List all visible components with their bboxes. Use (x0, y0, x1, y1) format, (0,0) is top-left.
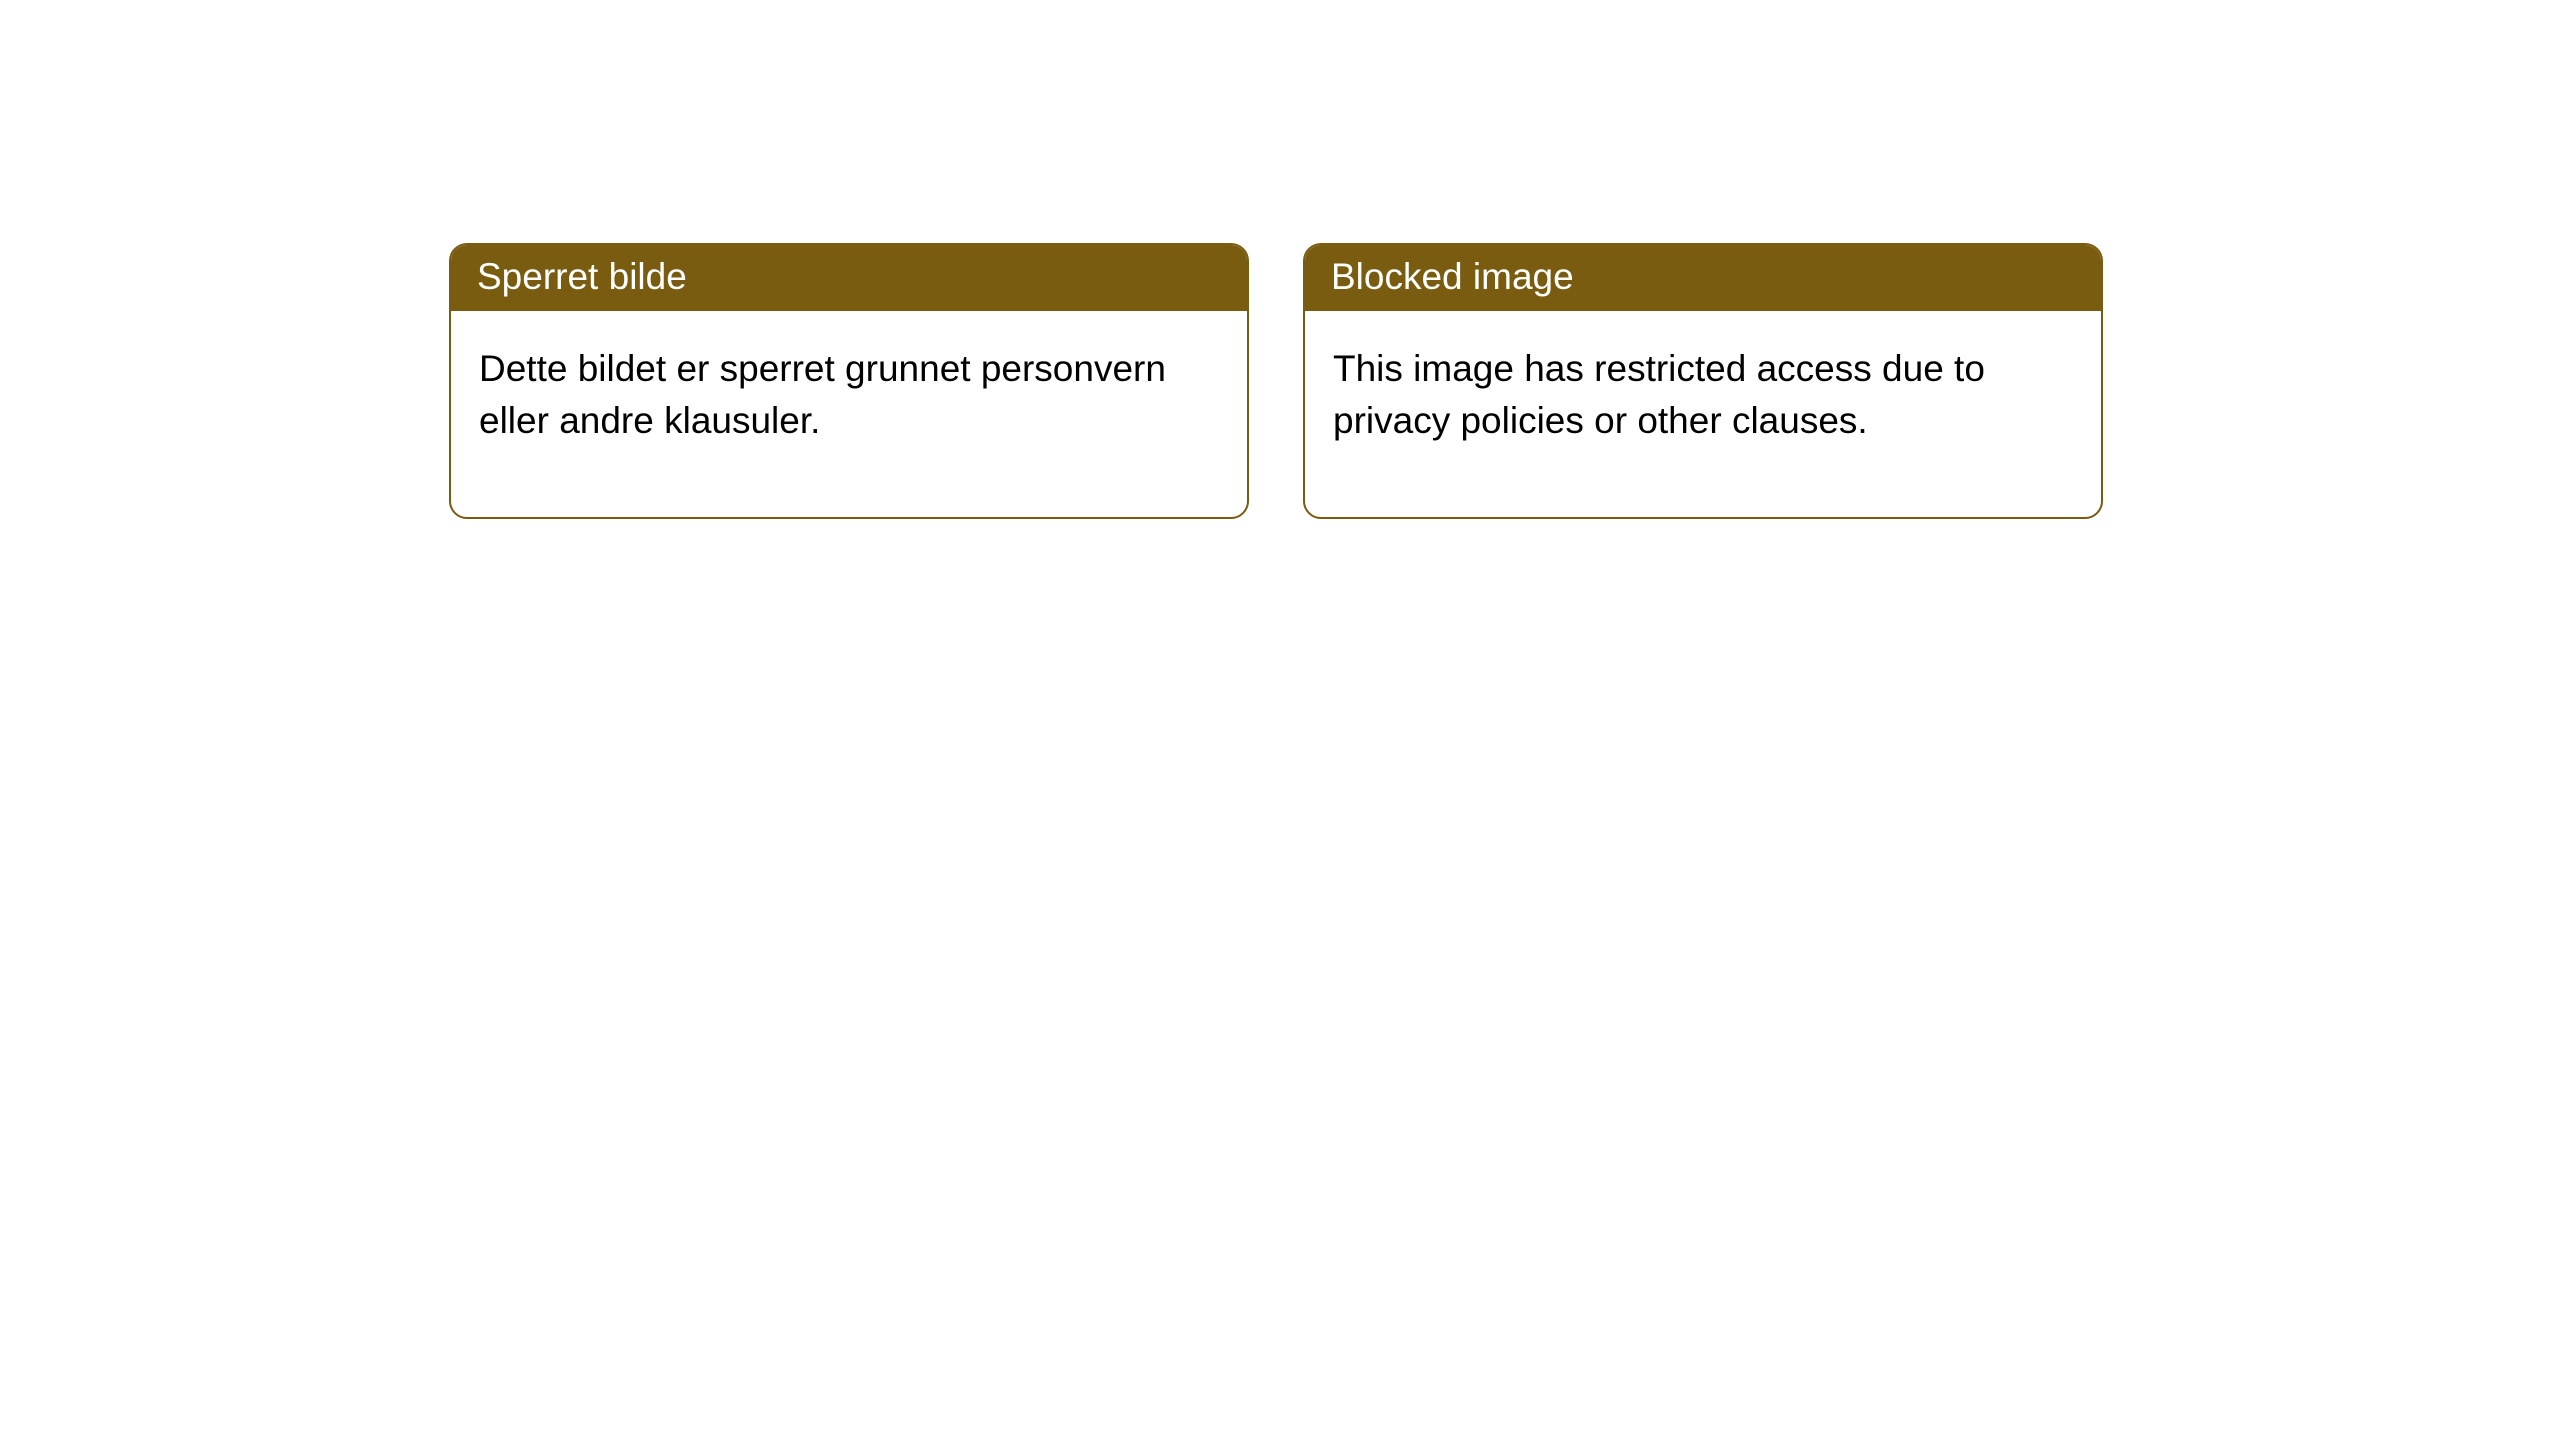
notice-header: Sperret bilde (451, 245, 1247, 311)
notice-body: Dette bildet er sperret grunnet personve… (451, 311, 1247, 517)
notice-header: Blocked image (1305, 245, 2101, 311)
notice-card-english: Blocked image This image has restricted … (1303, 243, 2103, 519)
notice-card-norwegian: Sperret bilde Dette bildet er sperret gr… (449, 243, 1249, 519)
notice-container: Sperret bilde Dette bildet er sperret gr… (0, 0, 2560, 519)
notice-body: This image has restricted access due to … (1305, 311, 2101, 517)
